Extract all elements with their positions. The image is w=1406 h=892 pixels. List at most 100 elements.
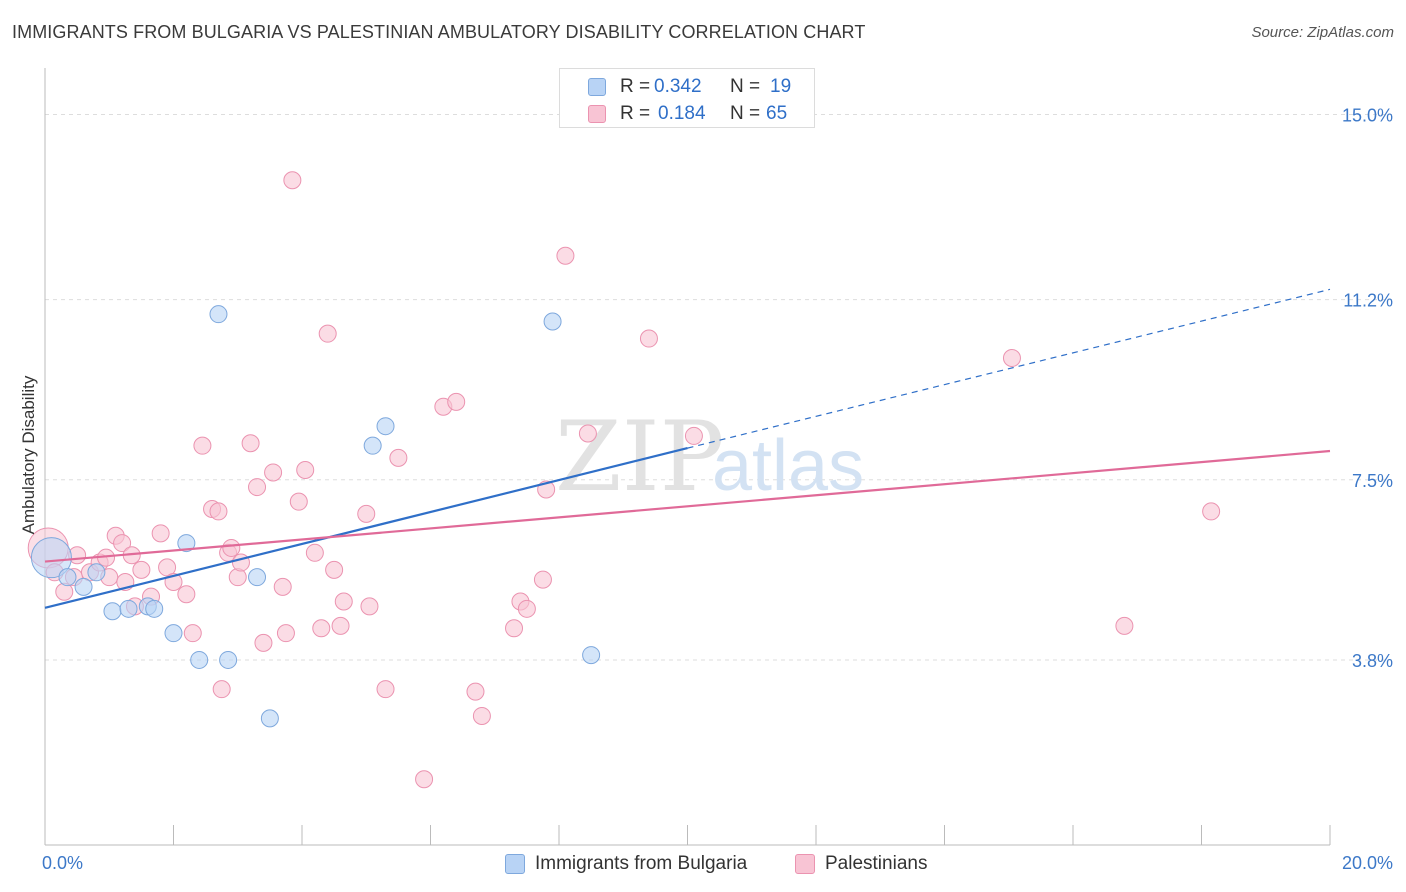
x-tick-label: 20.0% [1342,853,1393,873]
bottom-legend-palestinians: Palestinians [795,852,927,876]
palestinians-point [264,463,283,482]
trend-lines [44,288,1331,609]
bulgaria-trend-extension [687,288,1331,449]
palestinians-point [151,524,170,543]
bulgaria-point [260,709,279,728]
palestinians-point [389,448,408,467]
palestinians-point [1002,349,1021,368]
bulgaria-point [30,537,72,579]
palestinians-point [212,680,231,699]
bulgaria-point [103,602,122,621]
palestinians-point [132,560,151,579]
legend-r-label: R = [620,103,651,124]
bulgaria-point [58,568,77,587]
chart-source: Source: ZipAtlas.com [1251,24,1394,41]
series-bulgaria-points [30,305,601,728]
correlation-legend: R = 0.342 N = 19 R = 0.184 N = 65 [559,68,815,128]
bulgaria-trend-line [44,447,688,609]
bulgaria-point [582,646,601,665]
palestinians-point [296,461,315,480]
y-tick-label: 11.2% [1343,291,1393,311]
palestinians-point [447,392,466,411]
palestinians-point [684,426,703,445]
legend-r-value: 0.184 [658,103,706,124]
bottom-legend-swatch-pink [795,854,815,874]
palestinians-trend-line [44,449,1331,563]
y-tick-label: 7.5% [1352,471,1393,491]
bulgaria-point [543,312,562,331]
palestinians-point [241,434,260,453]
bottom-legend-bulgaria: Immigrants from Bulgaria [505,852,747,876]
bulgaria-point [177,534,196,553]
y-tick-label: 15.0% [1342,106,1393,126]
palestinians-point [289,492,308,511]
palestinians-point [505,619,524,638]
legend-n-label: N = [730,103,761,124]
palestinians-point [305,543,324,562]
palestinians-point [276,624,295,643]
palestinians-point [466,682,485,701]
bulgaria-point [190,650,209,669]
watermark-zip: ZIP [555,401,724,513]
bulgaria-point [119,599,138,618]
palestinians-point [1202,502,1221,521]
palestinians-point [312,619,331,638]
palestinians-point [273,577,292,596]
x-tick-label: 0.0% [42,853,83,873]
bulgaria-point [376,417,395,436]
y-tick-labels: 3.8% 7.5% 11.2% 15.0% [1342,106,1393,671]
palestinians-point [360,597,379,616]
bulgaria-point [164,624,183,643]
y-axis-label: Ambulatory Disability [19,375,38,534]
palestinians-point [331,616,350,635]
palestinians-point [334,592,353,611]
axes [44,68,1331,846]
bulgaria-point [219,650,238,669]
bottom-legend-label: Palestinians [825,853,928,874]
palestinians-point [415,770,434,789]
bulgaria-point [248,568,267,587]
bulgaria-point [74,577,93,596]
palestinians-point [357,504,376,523]
legend-r-label: R = [620,76,651,97]
legend-swatch-pink [588,105,606,123]
series-palestinians-points [27,171,1221,789]
palestinians-point [193,436,212,455]
palestinians-point [325,560,344,579]
legend-n-value: 65 [766,103,788,124]
grid-lines [45,114,1392,661]
palestinians-point [533,570,552,589]
legend-r-value: 0.342 [654,76,702,97]
palestinians-point [639,329,658,348]
palestinians-point [578,424,597,443]
bottom-legend-swatch-blue [505,854,525,874]
palestinians-point [209,502,228,521]
palestinians-point [248,478,267,497]
palestinians-point [1115,616,1134,635]
x-tick-labels: 0.0% 20.0% [42,853,1393,873]
palestinians-point [556,246,575,265]
bulgaria-point [209,305,228,324]
palestinians-point [228,568,247,587]
bulgaria-point [87,563,106,582]
bulgaria-point [363,436,382,455]
palestinians-point [318,324,337,343]
palestinians-point [113,534,132,553]
legend-swatch-blue [588,78,606,96]
legend-n-label: N = [730,76,761,97]
palestinians-point [222,538,241,557]
chart-title: IMMIGRANTS FROM BULGARIA VS PALESTINIAN … [12,22,866,42]
palestinians-point [283,171,302,190]
bulgaria-point [145,599,164,618]
palestinians-point [55,582,74,601]
y-tick-label: 3.8% [1352,651,1393,671]
palestinians-point [177,585,196,604]
bottom-legend-label: Immigrants from Bulgaria [535,853,748,874]
palestinians-point [254,633,273,652]
palestinians-point [517,599,536,618]
palestinians-point [183,624,202,643]
legend-n-value: 19 [770,76,792,97]
palestinians-point [472,706,491,725]
palestinians-point [376,680,395,699]
